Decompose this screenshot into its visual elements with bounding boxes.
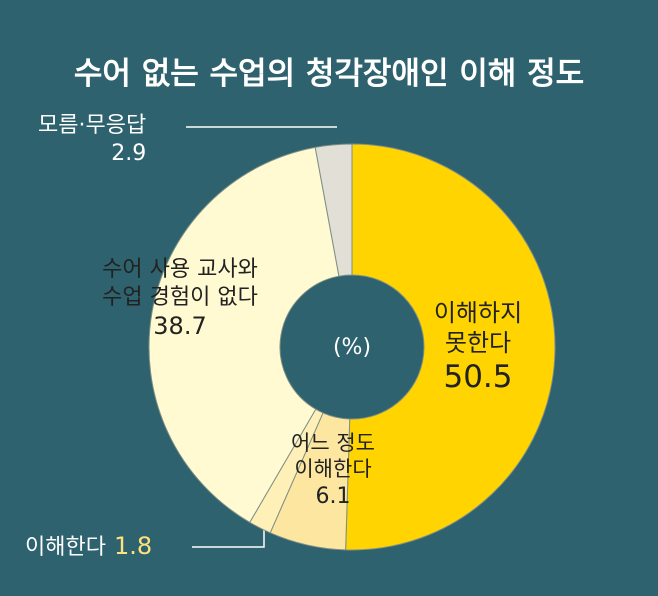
- category-label: 이해하지 못한다: [433, 299, 523, 357]
- category-label: 어느 정도 이해한다: [291, 431, 375, 482]
- slice-label: 이해하지 못한다 50.5: [434, 298, 522, 397]
- value-label: 38.7: [153, 312, 207, 340]
- category-label: 수어 사용 교사와 수업 경험이 없다: [102, 257, 258, 310]
- value-label: 6.1: [315, 483, 351, 509]
- donut-slice: [314, 143, 353, 277]
- slice-label: 모름·무응답 2.9: [38, 112, 146, 167]
- category-label: 모름·무응답: [38, 113, 147, 138]
- slice-label: 이해한다 1.8: [25, 531, 152, 562]
- donut-slice: [148, 146, 340, 524]
- slice-label: 어느 정도 이해한다 6.1: [291, 430, 375, 510]
- chart-title: 수어 없는 수업의 청각장애인 이해 정도: [73, 56, 585, 92]
- value-label: 1.8: [113, 532, 153, 560]
- slice-label: 수어 사용 교사와 수업 경험이 없다 38.7: [102, 256, 258, 341]
- value-label: 50.5: [443, 359, 513, 395]
- donut-slice: [345, 143, 556, 551]
- value-label: 2.9: [111, 140, 147, 166]
- unit-label: (%): [332, 335, 372, 360]
- category-label: 이해한다: [25, 535, 106, 560]
